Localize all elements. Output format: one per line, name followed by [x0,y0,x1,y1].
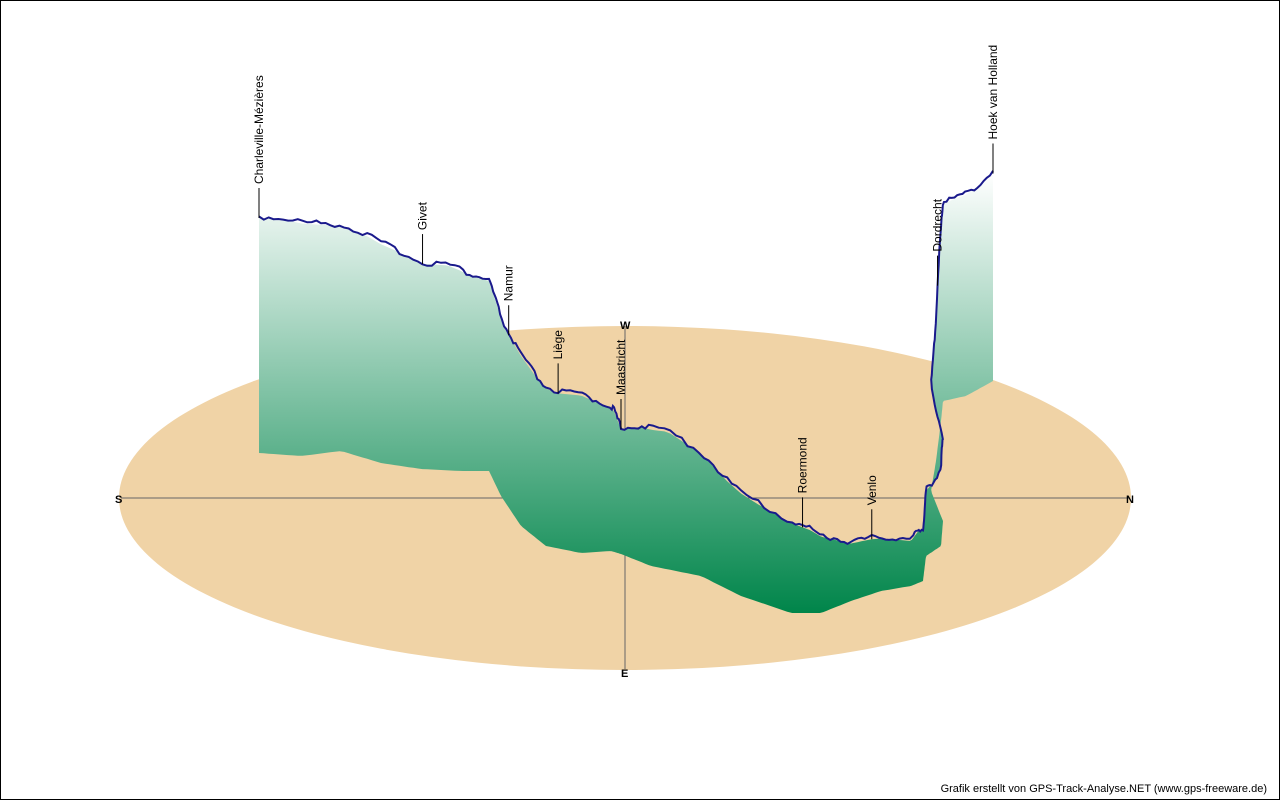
compass-east-label: E [621,668,628,680]
credit-text: Grafik erstellt von GPS-Track-Analyse.NE… [940,783,1267,795]
compass-south-label: S [115,494,122,506]
place-label: Hoek van Holland [986,45,1000,140]
place-label: Namur [502,265,516,301]
place-label: Roermond [796,437,810,493]
place-label: Maastricht [614,339,628,395]
profile-layer [258,170,994,613]
place-label: Dordrecht [931,198,945,251]
profile-top-line [258,170,994,546]
places-layer: Charleville-Mézières Givet Namur Liège Maast… [252,45,1000,540]
compass-north-label: N [1126,494,1134,506]
place-label: Givet [416,201,430,230]
place-label: Venlo [865,475,879,505]
place-label: Charleville-Mézières [252,75,266,184]
place-label: Liège [551,330,565,360]
compass-west-label: W [620,320,631,332]
profile-wall [259,173,993,613]
